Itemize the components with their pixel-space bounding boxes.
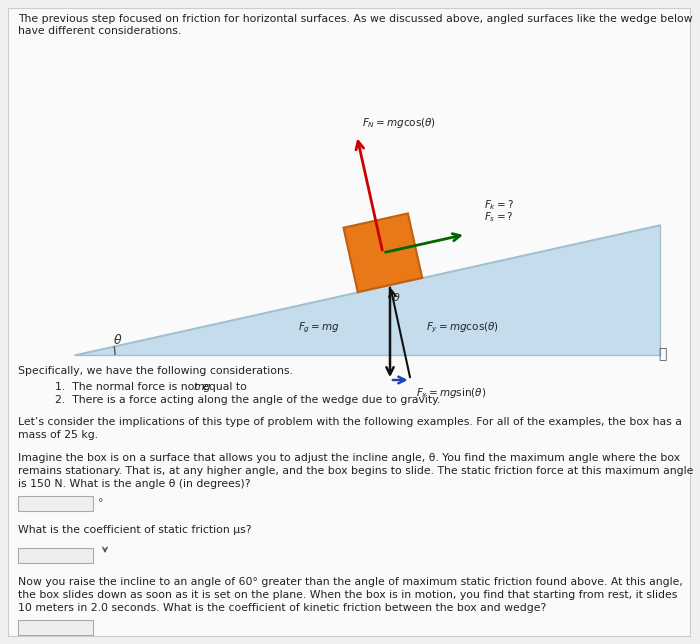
Text: the box slides down as soon as it is set on the plane. When the box is in motion: the box slides down as soon as it is set… (18, 590, 678, 600)
Text: 10 meters in 2.0 seconds. What is the coefficient of kinetic friction between th: 10 meters in 2.0 seconds. What is the co… (18, 603, 546, 613)
Text: Let’s consider the implications of this type of problem with the following examp: Let’s consider the implications of this … (18, 417, 682, 427)
Bar (18, 496, 93, 511)
Text: mg: mg (193, 382, 211, 392)
Text: 2.  There is a force acting along the angle of the wedge due to gravity.: 2. There is a force acting along the ang… (55, 395, 440, 405)
Text: Specifically, we have the following considerations.: Specifically, we have the following cons… (18, 366, 293, 376)
Text: $\theta$: $\theta$ (113, 333, 122, 347)
Text: °: ° (98, 498, 104, 508)
Text: Imagine the box is on a surface that allows you to adjust the incline angle, θ. : Imagine the box is on a surface that all… (18, 453, 680, 463)
Bar (18, 620, 93, 635)
Text: mass of 25 kg.: mass of 25 kg. (18, 430, 98, 440)
Text: 1.  The normal force is not equal to: 1. The normal force is not equal to (55, 382, 251, 392)
Text: $\theta$: $\theta$ (392, 291, 400, 303)
Text: $F_y = mg\cos(\theta)$: $F_y = mg\cos(\theta)$ (426, 321, 498, 335)
Text: $F_g = mg$: $F_g = mg$ (298, 320, 340, 335)
Text: remains stationary. That is, at any higher angle, and the box begins to slide. T: remains stationary. That is, at any high… (18, 466, 694, 476)
Text: What is the coefficient of static friction μs?: What is the coefficient of static fricti… (18, 525, 251, 535)
Text: $F_N = mg\cos(\theta)$: $F_N = mg\cos(\theta)$ (362, 116, 436, 129)
Text: .: . (203, 382, 206, 392)
Text: $F_x = mg\sin(\theta)$: $F_x = mg\sin(\theta)$ (416, 386, 486, 400)
Text: $F_s = ?$: $F_s = ?$ (484, 211, 513, 224)
Text: Now you raise the incline to an angle of 60° greater than the angle of maximum s: Now you raise the incline to an angle of… (18, 577, 683, 587)
Text: ⓘ: ⓘ (658, 347, 666, 361)
Text: The previous step focused on friction for horizontal surfaces. As we discussed a: The previous step focused on friction fo… (18, 14, 692, 24)
Polygon shape (344, 213, 422, 292)
Bar (18, 548, 93, 563)
Polygon shape (75, 225, 660, 355)
Text: have different considerations.: have different considerations. (18, 26, 181, 36)
Text: is 150 N. What is the angle θ (in degrees)?: is 150 N. What is the angle θ (in degree… (18, 479, 251, 489)
FancyBboxPatch shape (8, 8, 690, 636)
Text: $F_k = ?$: $F_k = ?$ (484, 198, 514, 213)
